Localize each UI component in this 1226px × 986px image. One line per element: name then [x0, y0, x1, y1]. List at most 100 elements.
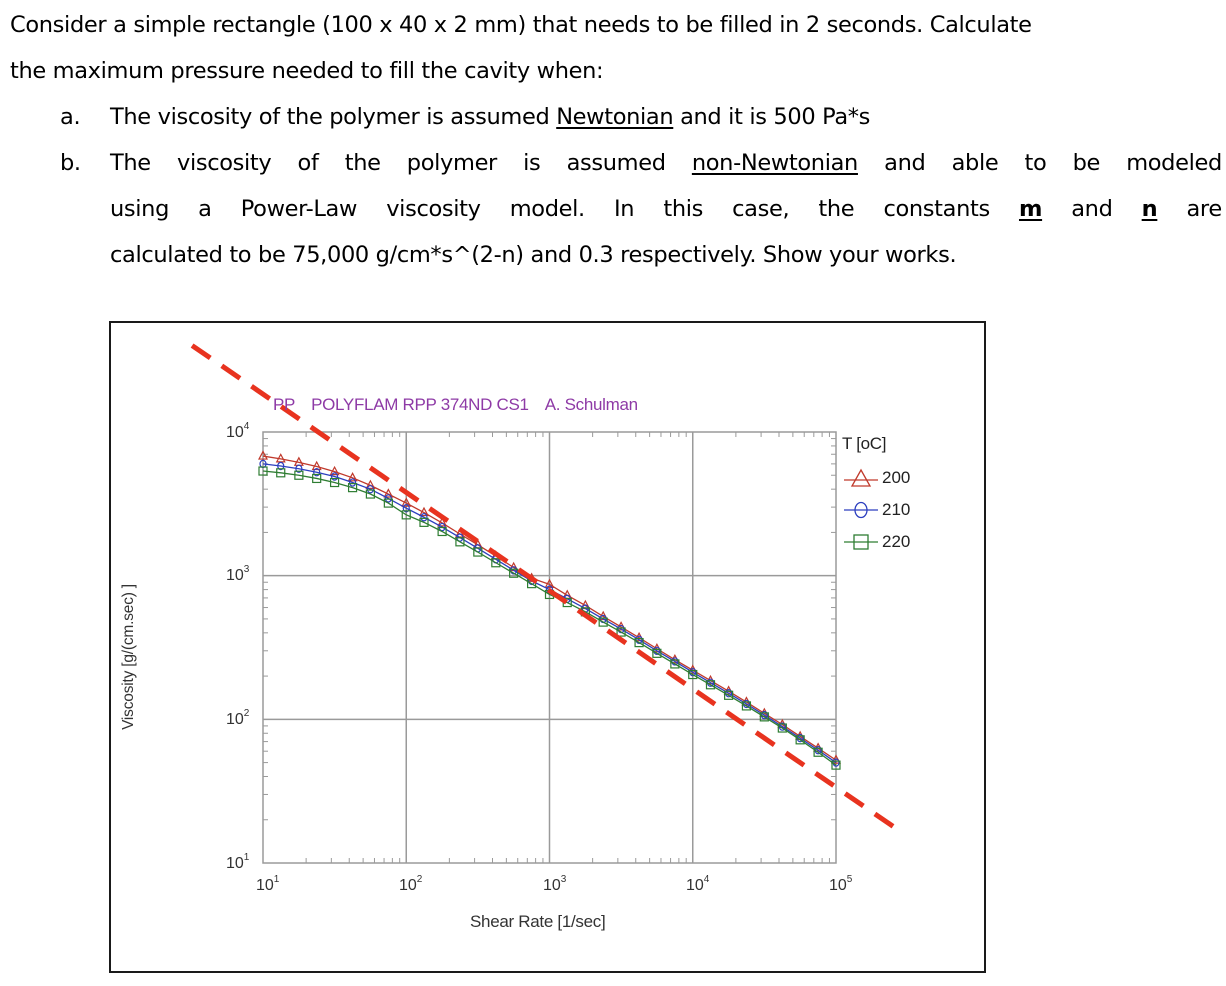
chart-title-supplier: A. Schulman [544, 395, 638, 414]
word: a [198, 196, 212, 222]
word: to [1024, 150, 1047, 176]
square-marker [401, 510, 411, 520]
item-a-text-before: The viscosity of the polymer is assumed [110, 104, 557, 130]
x-tick-10e4: 104 [686, 874, 710, 894]
chart-title-grade: POLYFLAM RPP 374ND CS1 [311, 395, 529, 414]
circle-marker [366, 484, 374, 494]
triangle-marker-icon [844, 468, 878, 487]
item-a-text: The viscosity of the polymer is assumed … [110, 102, 870, 132]
triangle-marker [347, 472, 358, 482]
circle-marker-icon [844, 501, 878, 519]
y-axis-label: Viscosity [g/(cm.sec) ] [120, 584, 137, 730]
word: and [884, 150, 926, 176]
x-tick-10e5: 105 [829, 874, 853, 894]
y-tick-10e3: 103 [226, 564, 250, 584]
square-marker [294, 470, 304, 480]
word: m [1018, 196, 1043, 222]
square-marker [598, 617, 608, 627]
square-marker [419, 517, 429, 527]
question-intro-line-1: Consider a simple rectangle (100 x 40 x … [10, 12, 1032, 38]
item-b-line-3: calculated to be 75,000 g/cm*s^(2-n) and… [110, 242, 957, 268]
square-marker [616, 627, 626, 637]
word: is [523, 150, 541, 176]
y-tick-10e2: 102 [226, 708, 250, 728]
chart-title-material: PP [273, 395, 296, 414]
square-marker [383, 498, 393, 508]
circle-marker [295, 464, 303, 473]
word: modeled [1126, 150, 1222, 176]
word: polymer [406, 150, 498, 176]
legend-label-210: 210 [882, 500, 911, 519]
legend-label-220: 220 [882, 532, 911, 551]
item-b-line-2: using a Power-Law viscosity model. In this case… [110, 194, 1222, 224]
word: The [110, 150, 151, 176]
circle-marker [330, 472, 339, 481]
square-marker-icon [844, 534, 878, 550]
triangle-marker [311, 460, 322, 471]
square-marker [795, 735, 805, 745]
question-intro-line-2: the maximum pressure needed to fill the … [10, 58, 604, 84]
square-marker [312, 473, 322, 484]
triangle-marker [544, 578, 555, 588]
word: this [663, 196, 703, 222]
y-tick-10e4: 104 [226, 421, 250, 441]
square-marker [705, 680, 716, 690]
word: the [818, 196, 855, 222]
square-marker [759, 712, 769, 722]
word: able [951, 150, 999, 176]
square-marker [258, 466, 268, 476]
circle-marker [420, 513, 428, 522]
legend-item-220: 220 [842, 526, 910, 558]
square-marker [329, 477, 340, 488]
word: case, [732, 196, 790, 222]
circle-marker [402, 503, 410, 513]
circle-marker [384, 494, 392, 503]
chart-legend: T [oC] 200 210 220 [842, 434, 910, 558]
triangle-marker [418, 506, 429, 517]
square-marker [437, 526, 447, 537]
word: using [110, 196, 170, 222]
word: the [344, 150, 381, 176]
x-tick-10e1: 101 [256, 874, 280, 894]
triangle-marker [365, 479, 376, 489]
word: assumed [566, 150, 666, 176]
word: of [297, 150, 319, 176]
word: viscosity [386, 196, 481, 222]
series-line-220 [262, 470, 837, 766]
word: and [1071, 196, 1113, 222]
triangle-marker [437, 517, 448, 527]
triangle-marker [258, 450, 268, 460]
x-tick-10e3: 103 [543, 874, 567, 894]
square-marker [509, 568, 519, 578]
item-b-line-1: The viscosity of the polymer is assumed non-New… [110, 148, 1222, 178]
triangle-marker [329, 465, 340, 476]
item-a-text-after: and it is 500 Pa*s [673, 104, 871, 130]
word: non-Newtonian [691, 150, 858, 176]
y-tick-10e1: 101 [226, 852, 250, 872]
triangle-marker [401, 497, 412, 507]
item-a-underlined-term: Newtonian [556, 104, 674, 130]
square-marker [741, 701, 752, 711]
square-marker [652, 648, 662, 658]
square-marker [670, 659, 680, 669]
square-marker [473, 547, 483, 557]
square-marker [365, 489, 375, 499]
word: viscosity [176, 150, 272, 176]
square-marker [347, 483, 358, 493]
square-marker [813, 747, 823, 757]
circle-marker [277, 461, 285, 471]
word: In [614, 196, 635, 222]
legend-title: T [oC] [842, 434, 887, 453]
x-tick-10e2: 102 [399, 874, 423, 894]
legend-item-200: 200 [842, 462, 910, 494]
word: Power-Law [240, 196, 358, 222]
circle-marker [348, 478, 357, 487]
square-marker [455, 537, 465, 547]
square-marker [276, 468, 286, 478]
word: n [1141, 196, 1158, 222]
square-marker [831, 760, 841, 770]
series-line-200 [262, 455, 837, 761]
square-marker [777, 723, 787, 733]
square-marker [724, 690, 734, 700]
